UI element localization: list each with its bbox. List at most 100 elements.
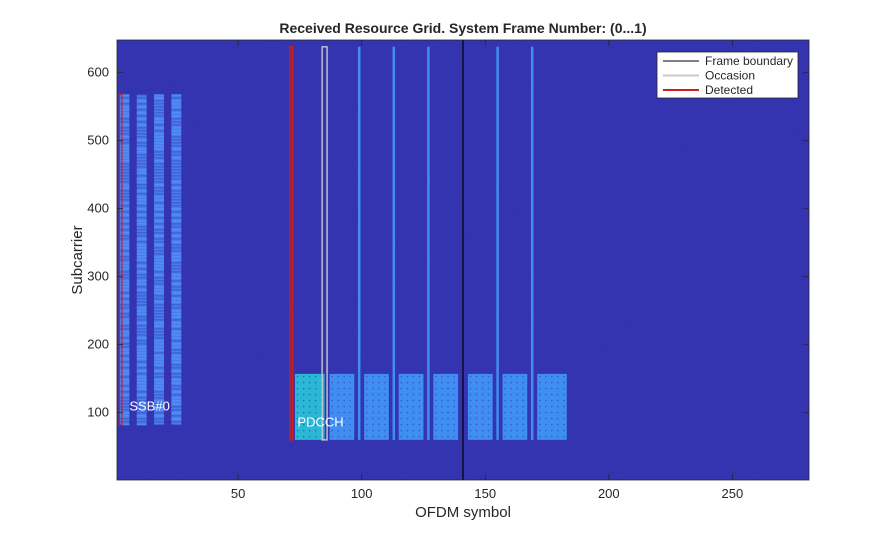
noise-speck (293, 243, 295, 245)
noise-speck (395, 257, 397, 259)
noise-speck (411, 124, 414, 126)
pdcch-dot (372, 375, 374, 378)
ssb-speckle (171, 400, 182, 402)
ssb-speckle (154, 175, 164, 177)
ssb-speckle (154, 310, 164, 312)
pdcch-dot (412, 417, 415, 420)
noise-speck (443, 270, 446, 272)
noise-speck (169, 379, 171, 381)
pdcch-dot (349, 405, 351, 408)
ssb-blocks (119, 94, 182, 426)
pdcch-dot (545, 381, 547, 384)
noise-speck (749, 361, 752, 363)
pdcch-dot (475, 375, 478, 378)
ssb-speckle (119, 232, 130, 234)
pdcch-dot (337, 393, 339, 396)
ssb-speckle (154, 313, 164, 315)
noise-speck (266, 199, 269, 201)
x-axis-label: OFDM symbol (415, 504, 511, 521)
noise-speck (129, 131, 131, 133)
noise-speck (332, 472, 334, 474)
noise-speck (140, 432, 143, 434)
ssb-speckle (136, 229, 147, 231)
ssb-speckle (119, 181, 130, 183)
noise-speck (683, 460, 685, 462)
pdcch-dot (378, 405, 380, 408)
ssb-speckle (119, 334, 130, 336)
pdcch-dot (441, 381, 443, 384)
noise-speck (671, 248, 673, 250)
ssb-speckle (119, 373, 130, 375)
ssb-speckle (154, 343, 164, 345)
noise-speck (286, 327, 289, 329)
ssb-speckle (154, 355, 164, 357)
noise-speck (224, 315, 226, 317)
pdcch-dot (475, 417, 478, 420)
noise-speck (467, 234, 470, 236)
ssb-speckle (171, 259, 182, 261)
ssb-speckle (119, 166, 130, 168)
noise-speck (500, 75, 503, 77)
pdcch-dot (545, 435, 547, 438)
noise-speck (618, 323, 620, 325)
pdcch-dot (563, 423, 565, 426)
ssb-speckle (136, 220, 147, 222)
noise-speck (175, 60, 178, 62)
noise-speck (281, 308, 284, 310)
noise-speck (463, 211, 466, 213)
noise-speck (232, 132, 234, 134)
pdcch-dot (545, 393, 547, 396)
pdcch-dot (441, 387, 443, 390)
noise-speck (438, 40, 441, 42)
ssb-speckle (119, 172, 130, 174)
noise-speck (558, 95, 561, 97)
noise-speck (397, 387, 400, 389)
noise-speck (405, 46, 408, 48)
noise-speck (458, 195, 460, 197)
ssb-speckle (136, 274, 147, 276)
pdcch-dot (400, 411, 403, 414)
noise-speck (708, 351, 711, 353)
ssb-speckle (119, 385, 130, 387)
pdcch-dot (349, 387, 351, 390)
pdcch-dot (308, 417, 311, 420)
ssb-speckle (171, 157, 182, 159)
noise-speck (584, 227, 587, 229)
pdcch-dot (400, 375, 403, 378)
noise-speck (460, 284, 462, 286)
pdcch-dot (418, 375, 421, 378)
noise-speck (327, 339, 329, 341)
noise-speck (769, 411, 771, 413)
noise-speck (293, 309, 295, 311)
noise-speck (420, 332, 422, 334)
noise-speck (547, 371, 550, 373)
ssb-speckle (119, 310, 130, 312)
noise-speck (754, 381, 757, 383)
ssb-speckle (136, 250, 147, 252)
ssb-speckle (171, 184, 182, 186)
ssb-speckle (119, 406, 130, 408)
ssb-speckle (119, 286, 130, 288)
noise-speck (501, 360, 504, 362)
noise-speck (707, 106, 709, 108)
ssb-speckle (171, 253, 182, 255)
noise-speck (470, 475, 473, 477)
pdcch-dot (545, 387, 547, 390)
noise-speck (491, 128, 494, 130)
noise-speck (670, 115, 673, 117)
pdcch-dot (557, 375, 559, 378)
ssb-speckle (136, 412, 147, 414)
noise-speck (679, 168, 681, 170)
noise-speck (350, 200, 352, 202)
noise-speck (639, 191, 641, 193)
ssb-speckle (154, 106, 164, 108)
noise-speck (259, 144, 262, 146)
ssb-speckle (154, 130, 164, 132)
pdcch-dot (406, 387, 409, 390)
noise-speck (544, 69, 547, 71)
pdcch-dot (447, 411, 449, 414)
pdcch-dot (418, 387, 421, 390)
ssb-speckle (119, 220, 130, 222)
noise-speck (647, 73, 650, 74)
noise-speck (183, 452, 186, 454)
